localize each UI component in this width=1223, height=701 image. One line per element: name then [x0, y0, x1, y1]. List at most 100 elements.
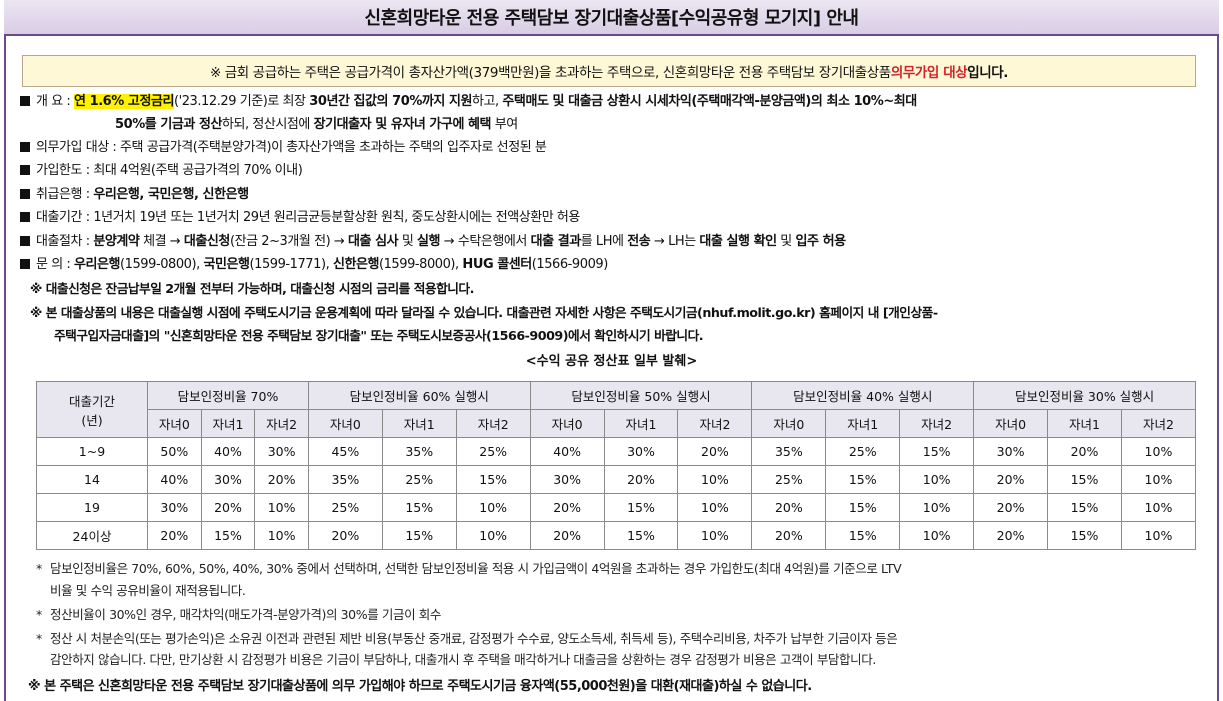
procedure-step: 전송 [627, 234, 651, 249]
info-text: : 주택 공급가격(주택분양가격)이 총자산가액을 초과하는 주택의 입주자로 … [108, 140, 547, 155]
share-cell: 10% [1120, 465, 1197, 494]
share-cell: 10% [677, 493, 753, 522]
square-bullet-icon [20, 142, 30, 152]
children-subheader: 자녀2 [455, 409, 531, 438]
info-text: : 최대 4억원(주택 공급가격의 70% 이내) [82, 163, 303, 178]
overview-line-1: 개 요 : 연 1.6% 고정금리('23.12.29 기준)로 최장 30년간… [20, 92, 917, 112]
procedure-line: 대출절차 : 분양계약 체결 → 대출신청(잔금 2~3개월 전) → 대출 심… [20, 232, 846, 252]
children-subheader: 자녀1 [603, 409, 679, 438]
share-cell: 35% [751, 437, 827, 466]
info-item: 가입한도 : 최대 4억원(주택 공급가격의 70% 이내) [20, 161, 303, 181]
share-cell: 20% [529, 521, 605, 550]
share-cell: 40% [200, 437, 256, 466]
share-cell: 10% [455, 493, 531, 522]
rate-highlight: 연 1.6% 고정금리 [74, 94, 174, 109]
note: 주택구입자금대출]의 "신혼희망타운 전용 주택담보 장기대출" 또는 주택도시… [54, 328, 704, 343]
procedure-text: 체결 → [139, 234, 184, 249]
children-subheader: 자녀1 [825, 409, 901, 438]
period-cell: 1~9 [36, 437, 148, 466]
bank-phone: (1566-9009) [531, 257, 609, 272]
table-row: 19 30% 20% 10% 25% 15% 10% 20% 15% 10% 20% 15% 10% 20… [36, 493, 1197, 522]
inquiry-label: 문 의 : [36, 257, 74, 272]
share-cell: 25% [307, 493, 383, 522]
share-cell: 20% [603, 465, 679, 494]
procedure-step: 대출신청 [183, 234, 230, 249]
overview-bold: 50%를 기금과 정산 [115, 117, 222, 132]
children-subheader: 자녀2 [899, 409, 975, 438]
children-subheader: 자녀2 [254, 409, 309, 438]
procedure-text: → 수탁은행에서 [440, 234, 531, 249]
note: ※ 대출신청은 잔금납부일 2개월 전부터 가능하며, 대출신청 시점의 금리를… [30, 281, 474, 296]
share-cell: 10% [677, 465, 753, 494]
children-subheader: 자녀0 [529, 409, 605, 438]
square-bullet-icon [20, 212, 30, 222]
share-cell: 10% [1120, 493, 1197, 522]
bank-name: 국민은행 [203, 257, 250, 272]
share-cell: 20% [973, 465, 1049, 494]
overview-line-2: 50%를 기금과 정산하되, 정산시점에 장기대출자 및 유자녀 가구에 혜택 … [115, 115, 518, 135]
square-bullet-icon [20, 165, 30, 175]
share-cell: 25% [825, 437, 901, 466]
children-subheader: 자녀1 [381, 409, 457, 438]
bank-name: HUG 콜센터 [462, 257, 532, 272]
asterisk-icon: * [36, 631, 42, 646]
share-cell: 20% [973, 521, 1049, 550]
procedure-step: 대출 실행 확인 [699, 234, 777, 249]
table-caption: <수익 공유 정산표 일부 발췌> [525, 354, 698, 369]
square-bullet-icon [20, 96, 30, 106]
footnote: * 담보인정비율은 70%, 60%, 50%, 40%, 30% 중에서 선택하… [36, 558, 1206, 580]
footnote-text: 정산 시 처분손익(또는 평가손익)은 소유권 이전과 관련된 제반 비용(부동… [50, 631, 898, 646]
overview-bold: 주택매도 및 대출금 상환시 시세차익(주택매각액-분양금액)의 최소 10%~… [502, 94, 917, 109]
share-cell: 20% [1047, 437, 1122, 466]
share-cell: 10% [254, 521, 309, 550]
children-subheader: 자녀2 [677, 409, 753, 438]
footnote-text: 담보인정비율은 70%, 60%, 50%, 40%, 30% 중에서 선택하며… [50, 561, 902, 576]
overview-text: 하고, [472, 94, 503, 109]
table-corner-cell: 대출기간 (년) [36, 381, 148, 438]
procedure-text: (잔금 2~3개월 전) → [229, 234, 349, 249]
notice-suffix: 입니다. [967, 65, 1009, 81]
share-cell: 15% [381, 521, 457, 550]
square-bullet-icon [20, 189, 30, 199]
share-cell: 20% [147, 521, 202, 550]
children-subheader: 자녀0 [147, 409, 202, 438]
bank-phone: (1599-8000), [378, 257, 463, 272]
info-label: 취급은행 [36, 187, 83, 202]
footnote: * 정산비율이 30%인 경우, 매각차익(매도가격-분양가격)의 30%를 기금… [36, 604, 1206, 626]
share-cell: 35% [381, 437, 457, 466]
info-item: 의무가입 대상 : 주택 공급가격(주택분양가격)이 총자산가액을 초과하는 주… [20, 138, 547, 158]
share-cell: 10% [254, 493, 309, 522]
info-label: 가입한도 [36, 163, 83, 178]
share-cell: 20% [751, 493, 827, 522]
share-cell: 15% [1047, 465, 1122, 494]
share-cell: 10% [899, 465, 975, 494]
share-cell: 25% [381, 465, 457, 494]
period-cell: 19 [36, 493, 148, 522]
info-text: : 1년거치 19년 또는 1년거치 29년 원리금균등분할상환 원칙, 중도상… [82, 210, 581, 225]
share-cell: 45% [307, 437, 383, 466]
asterisk-icon: * [36, 561, 42, 576]
share-cell: 15% [455, 465, 531, 494]
share-cell: 15% [603, 521, 679, 550]
share-cell: 35% [307, 465, 383, 494]
overview-text: 부여 [491, 117, 518, 132]
profit-share-table: 대출기간 (년) 담보인정비율 70% 담보인정비율 60% 실행시 담보인정비… [36, 381, 1197, 550]
period-cell: 24이상 [36, 521, 148, 550]
footnote: * 정산 시 처분손익(또는 평가손익)은 소유권 이전과 관련된 제반 비용(부… [36, 628, 1206, 650]
bank-name: 신한은행 [332, 257, 379, 272]
share-cell: 30% [254, 437, 309, 466]
info-label: 의무가입 대상 [36, 140, 109, 155]
share-cell: 30% [529, 465, 605, 494]
share-cell: 10% [1120, 521, 1197, 550]
asterisk-icon: * [36, 607, 42, 622]
notice-highlight: 의무가입 대상 [890, 65, 968, 81]
procedure-text: → LH는 [650, 234, 700, 249]
share-cell: 40% [529, 437, 605, 466]
share-cell: 10% [899, 521, 975, 550]
share-cell: 30% [147, 493, 202, 522]
children-subheader: 자녀1 [1047, 409, 1122, 438]
table-row: 14 40% 30% 20% 35% 25% 15% 30% 20% 10% 25% 15% 10% 20… [36, 465, 1197, 494]
ltv-group-header: 담보인정비율 70% [147, 381, 309, 410]
overview-text: 하되, 정산시점에 [221, 117, 314, 132]
share-cell: 30% [603, 437, 679, 466]
